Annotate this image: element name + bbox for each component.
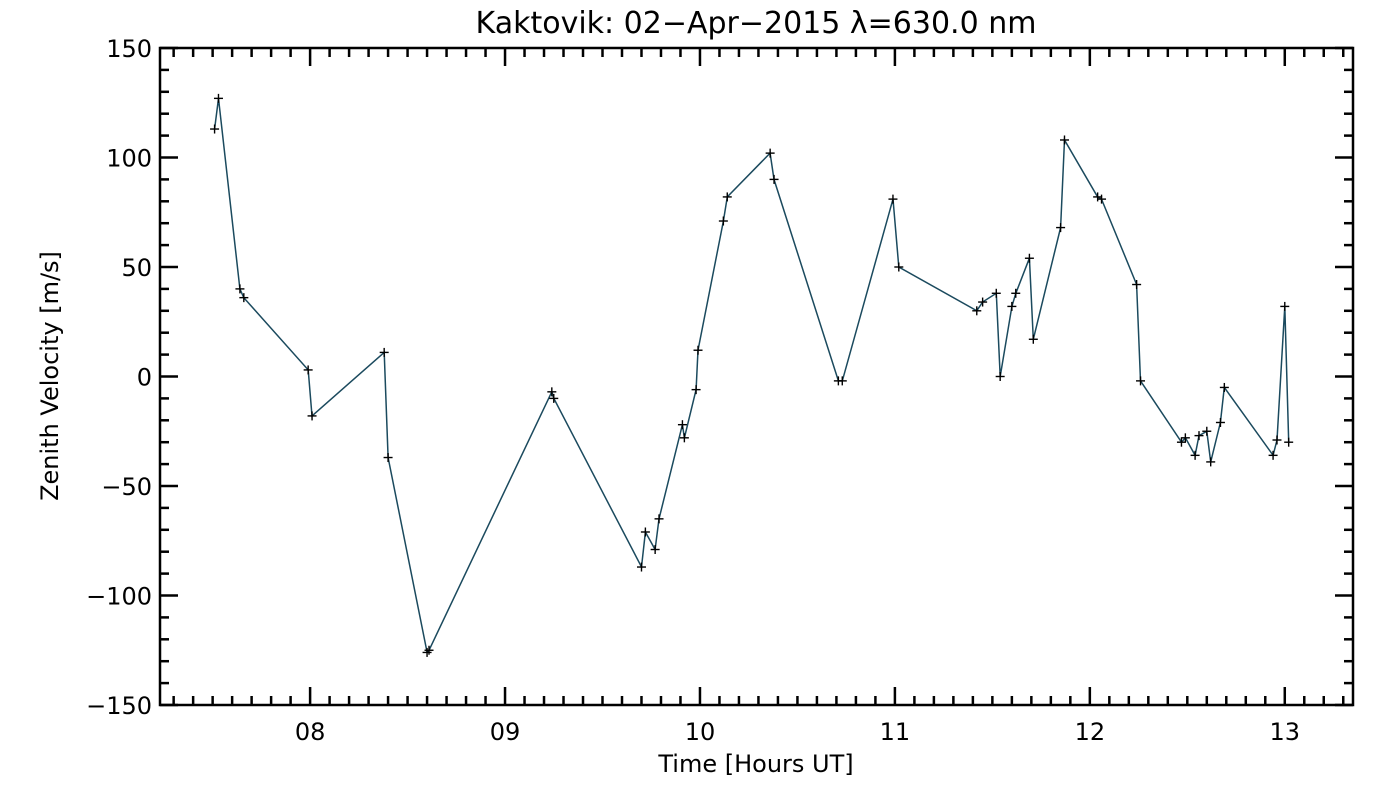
tick-labels: 08 09 10 11 12 13 −150 −100 −50 0 50 100 150 [86, 35, 1300, 746]
y-tick-label: −100 [86, 583, 152, 611]
data-point-marker [765, 148, 775, 158]
data-point-marker [894, 262, 904, 272]
data-point-marker [1132, 280, 1142, 290]
data-point-marker [691, 385, 701, 395]
data-point-marker [424, 645, 434, 655]
y-axis-label: Zenith Velocity [m/s] [36, 251, 64, 501]
axis-ticks [160, 46, 1353, 707]
data-point-marker [1219, 382, 1229, 392]
data-point-marker [1028, 334, 1038, 344]
data-point-marker [1056, 223, 1066, 233]
data-point-marker [888, 194, 898, 204]
data-point-marker [1136, 376, 1146, 386]
chart-title: Kaktovik: 02−Apr−2015 λ=630.0 nm [476, 6, 1037, 41]
y-tick-label: −150 [86, 692, 152, 720]
data-point-marker [235, 284, 245, 294]
x-tick-label: 11 [880, 718, 911, 746]
data-point-marker [379, 347, 389, 357]
y-tick-label: −50 [101, 473, 152, 501]
data-point-marker [1097, 194, 1107, 204]
data-point-marker [677, 420, 687, 430]
data-point-marker [1180, 433, 1190, 443]
data-point-marker [303, 365, 313, 375]
data-point-marker [722, 192, 732, 202]
data-point-marker [422, 647, 432, 657]
data-point-marker [718, 216, 728, 226]
data-point-marker [654, 514, 664, 524]
y-tick-label: 50 [121, 254, 152, 282]
data-point-marker [636, 562, 646, 572]
data-point-marker [383, 453, 393, 463]
series-line [213, 98, 1290, 655]
data-point-marker [1268, 450, 1278, 460]
plot-frame [158, 46, 1355, 707]
data-point-marker [1011, 288, 1021, 298]
data-point-marker [837, 376, 847, 386]
data-point-marker [1272, 435, 1282, 445]
x-tick-label: 09 [490, 718, 521, 746]
data-point-marker [1190, 450, 1200, 460]
data-point-marker [1059, 135, 1069, 145]
x-tick-label: 08 [295, 718, 326, 746]
data-point-marker [1215, 417, 1225, 427]
x-axis-label: Time [Hours UT] [657, 750, 853, 778]
y-tick-label: 0 [137, 364, 152, 392]
data-point-marker [1176, 437, 1186, 447]
data-point-marker [1284, 437, 1294, 447]
data-point-marker [640, 527, 650, 537]
data-markers [210, 93, 1294, 657]
data-point-marker [1093, 192, 1103, 202]
data-point-marker [213, 93, 223, 103]
data-series [213, 98, 1290, 655]
x-tick-label: 10 [685, 718, 716, 746]
data-point-marker [679, 433, 689, 443]
data-point-marker [991, 288, 1001, 298]
data-point-marker [693, 345, 703, 355]
data-point-marker [1194, 431, 1204, 441]
data-point-marker [1024, 253, 1034, 263]
y-tick-label: 150 [106, 35, 152, 63]
data-point-marker [239, 293, 249, 303]
data-point-marker [1280, 301, 1290, 311]
data-point-marker [307, 411, 317, 421]
data-point-marker [547, 387, 557, 397]
data-point-marker [1206, 457, 1216, 467]
data-point-marker [978, 297, 988, 307]
data-point-marker [1202, 426, 1212, 436]
x-tick-label: 13 [1269, 718, 1300, 746]
data-point-marker [210, 124, 220, 134]
data-point-marker [650, 545, 660, 555]
y-tick-label: 100 [106, 145, 152, 173]
x-tick-label: 12 [1075, 718, 1106, 746]
data-point-marker [549, 393, 559, 403]
data-point-marker [769, 174, 779, 184]
data-point-marker [972, 306, 982, 316]
data-point-marker [995, 372, 1005, 381]
data-point-marker [1007, 301, 1017, 311]
